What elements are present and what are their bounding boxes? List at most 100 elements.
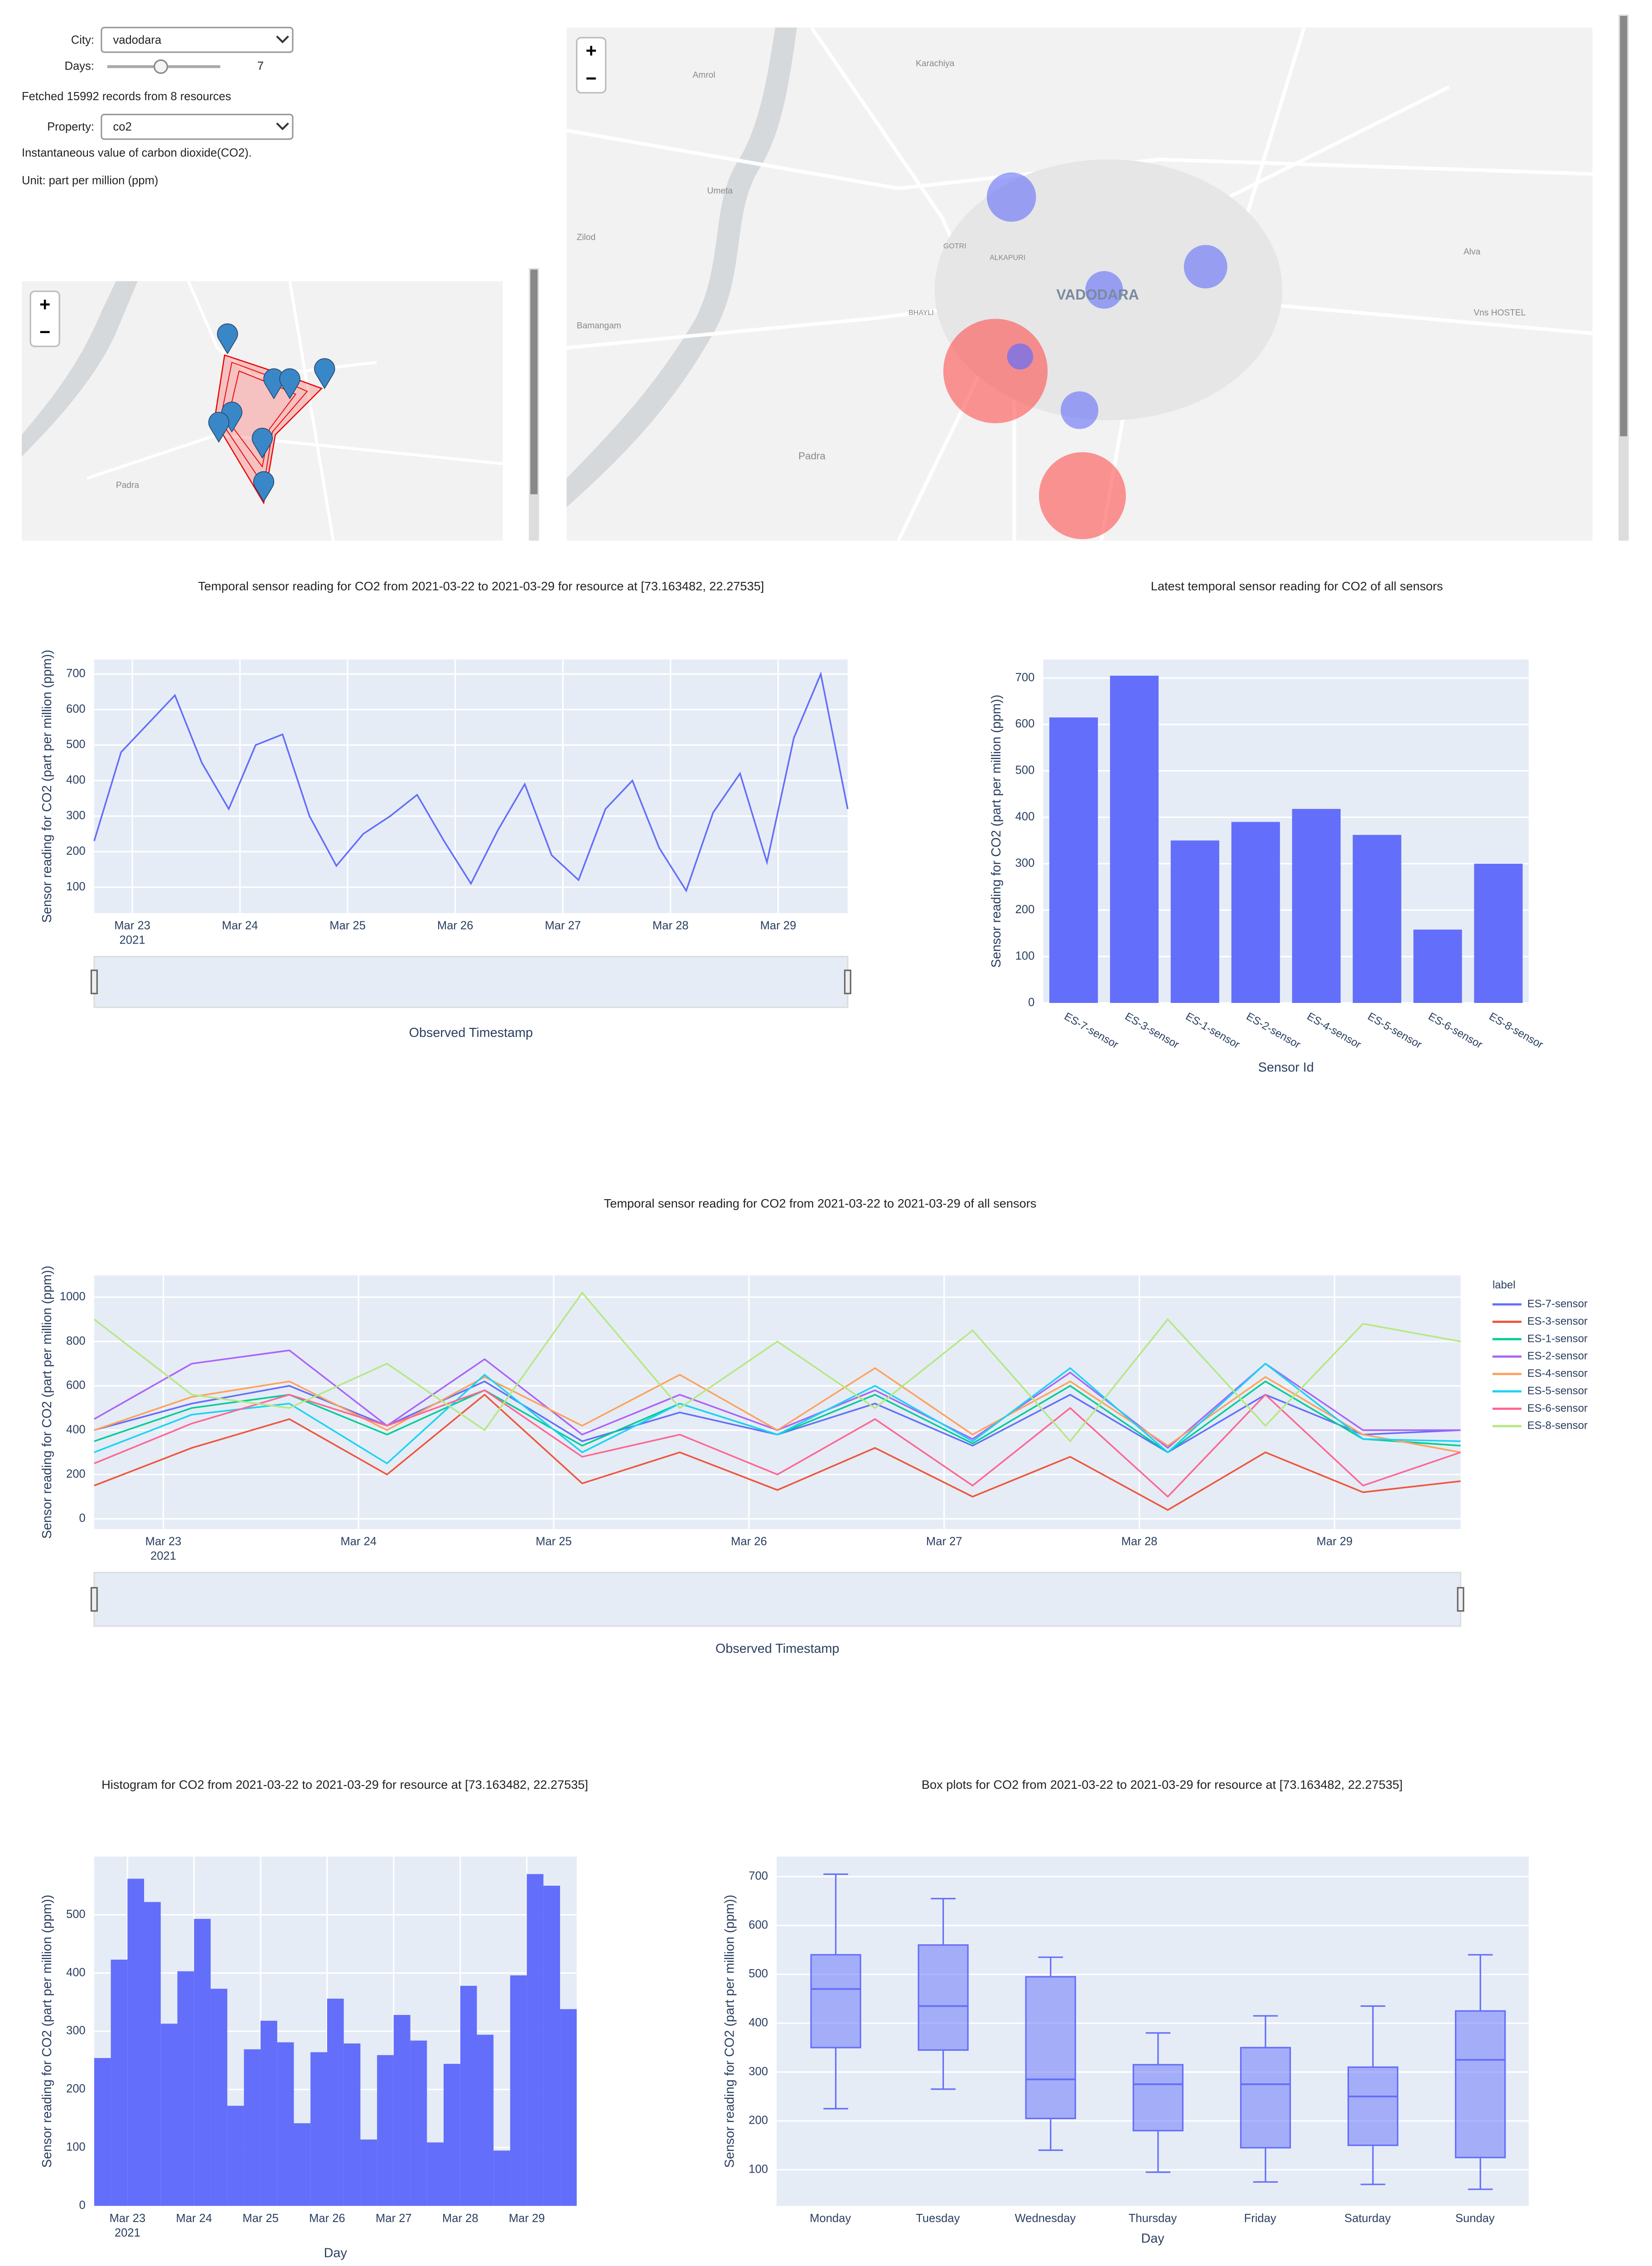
histogram-bar [294,2123,311,2206]
x-tick-label: Mar 24 [222,919,258,932]
place-label: Umeta [707,186,733,196]
y-axis-label: Sensor reading for CO2 (part per million… [40,650,54,923]
y-tick-label: 200 [66,845,86,857]
bar [1474,863,1523,1003]
legend-title: label [1493,1279,1516,1291]
place-label: ALKAPURI [990,254,1025,261]
legend-label[interactable]: ES-1-sensor [1527,1332,1588,1345]
legend-label[interactable]: ES-2-sensor [1527,1350,1588,1362]
histogram-bar [160,2024,178,2206]
place-label: Bamangam [577,321,621,331]
y-tick-label: 400 [66,774,86,786]
property-label: Property: [47,121,94,133]
range-handle[interactable] [1457,1587,1464,1612]
x-tick-label: ES-8-sensor [1487,1010,1546,1051]
x-tick-label: Mar 28 [442,2212,478,2225]
x-tick-label: Mar 28 [1121,1535,1158,1548]
y-axis-label: Sensor reading for CO2 (part per million… [989,695,1004,968]
place-label: Zilod [577,233,596,242]
y-tick-label: 600 [749,1918,768,1931]
x-tick-label: Mar 29 [509,2212,545,2225]
histogram-bar [410,2040,427,2206]
y-tick-label: 200 [1015,903,1035,916]
x-tick-label: ES-3-sensor [1123,1010,1181,1051]
x-tick-label: Mar 28 [652,919,689,932]
legend-label[interactable]: ES-4-sensor [1527,1367,1588,1380]
zoom-control [576,37,607,94]
range-slider[interactable] [93,1572,1462,1627]
sensor-bubble [986,172,1036,222]
legend-label[interactable]: ES-8-sensor [1527,1419,1588,1432]
x-tick-label: Mar 23 [110,2212,146,2225]
zoom-out[interactable]: − [39,321,50,343]
x-tick-label: Mar 25 [242,2212,279,2225]
histogram-bar [444,2063,460,2206]
y-tick-label: 400 [66,1966,86,1979]
legend-label[interactable]: ES-5-sensor [1527,1385,1588,1397]
river [566,27,797,508]
y-tick-label: 1000 [60,1290,86,1303]
zoom-in[interactable]: + [586,40,597,61]
days-value: 7 [257,60,264,73]
histogram-bar [427,2142,444,2206]
x-tick-label: Mar 26 [731,1535,767,1548]
bar [1231,822,1280,1003]
large-map[interactable]: Amrol Karachiya Umeta Zilod Bamangam Pad… [566,26,1593,542]
series-line [94,1389,1461,1498]
city-value[interactable]: vadodara [113,34,161,46]
series-line [93,671,849,893]
x-tick-label: Mar 23 [145,1535,182,1548]
histogram-bar [527,1874,544,2206]
x-axis-label: Sensor Id [1258,1060,1314,1075]
legend-label[interactable]: ES-7-sensor [1527,1298,1588,1310]
x-tick-label: Mar 24 [340,1535,377,1548]
scrollbar-thumb[interactable] [1620,16,1628,436]
plot-area [94,659,848,913]
range-handle[interactable] [844,969,851,994]
range-slider[interactable] [93,956,849,1008]
histogram-bar [310,2052,327,2206]
legend-label[interactable]: ES-3-sensor [1527,1315,1588,1327]
x-tick-label: Sunday [1455,2212,1495,2225]
histogram-bar [144,1902,161,2206]
sensor-bubble [943,319,1048,423]
chart-title: Box plots for CO2 from 2021-03-22 to 202… [922,1777,1403,1791]
y-tick-label: 300 [66,809,86,822]
zoom-out[interactable]: − [586,68,597,89]
bar [1110,675,1159,1003]
box [1025,1976,1076,2120]
sensor-bubble [1183,245,1227,289]
city-select[interactable] [101,27,294,53]
zoom-in[interactable]: + [39,294,50,315]
small-map[interactable]: Padra + − [21,281,503,541]
chart-title: Temporal sensor reading for CO2 from 202… [604,1196,1037,1210]
property-description: Instantaneous value of carbon dioxide(CO… [22,147,252,160]
y-tick-label: 300 [66,2024,86,2037]
histogram-bar [94,2058,111,2206]
y-tick-label: 400 [1015,810,1035,823]
place-label: Amrol [693,70,715,80]
bar [1049,717,1098,1003]
x-axis-label: Observed Timestamp [409,1026,533,1040]
histogram-bar [360,2139,377,2206]
histogram-bar [377,2055,394,2206]
y-tick-label: 500 [1015,764,1035,777]
histogram-bar [460,1985,477,2206]
place-label: Karachiya [916,59,955,68]
box [918,1944,969,2051]
legend-label[interactable]: ES-6-sensor [1527,1402,1588,1414]
property-value[interactable]: co2 [113,121,131,133]
y-tick-label: 100 [66,880,86,893]
range-handle[interactable] [90,969,98,994]
x-tick-year: 2021 [150,1549,176,1562]
place-label: BHAYLI [908,309,934,317]
scrollbar-thumb[interactable] [530,269,538,494]
x-tick-label: Mar 23 [114,919,150,932]
place-label: Padra [116,480,139,490]
place-label: VADODARA [1056,286,1139,303]
range-handle[interactable] [90,1587,98,1612]
property-select[interactable] [101,114,294,140]
days-slider-handle[interactable] [153,59,168,74]
x-tick-label: ES-1-sensor [1183,1010,1242,1051]
